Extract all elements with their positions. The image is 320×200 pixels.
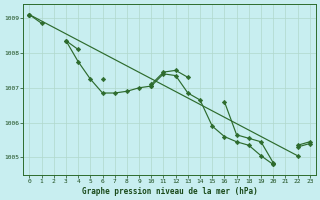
X-axis label: Graphe pression niveau de la mer (hPa): Graphe pression niveau de la mer (hPa) — [82, 187, 258, 196]
